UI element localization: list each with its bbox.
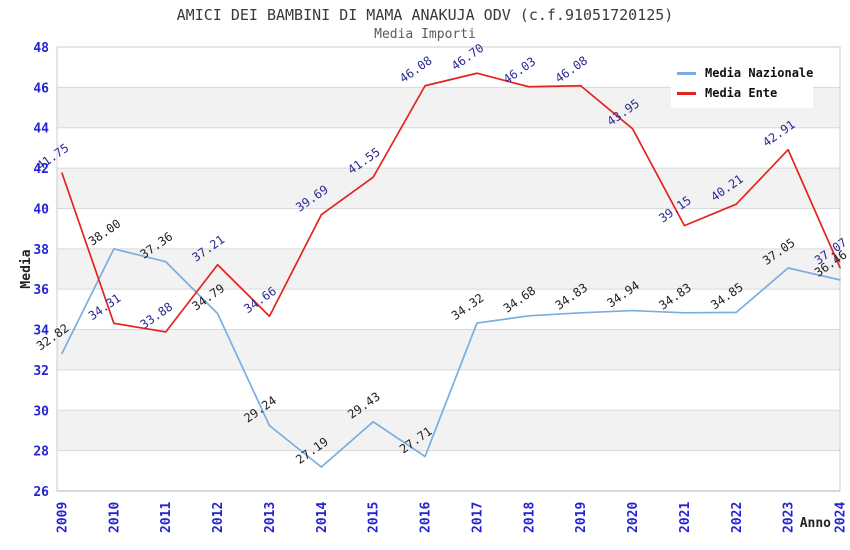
plot-band — [57, 127, 840, 169]
y-tick-label: 46 — [33, 81, 49, 96]
plot-band — [57, 369, 840, 411]
chart-subtitle: Media Importi — [374, 27, 476, 42]
legend-label-media-ente: Media Ente — [705, 86, 778, 100]
y-tick-label: 44 — [33, 122, 49, 137]
x-tick-label: 2024 — [834, 502, 849, 533]
legend-item: Media Ente — [677, 83, 813, 103]
x-tick-label: 2021 — [678, 502, 693, 533]
plot-band — [57, 248, 840, 290]
x-tick-label: 2012 — [211, 502, 226, 533]
y-tick-label: 28 — [33, 445, 49, 460]
line-media-nazionale — [61, 247, 841, 468]
x-tick-label: 2014 — [315, 502, 330, 533]
plot-band — [57, 450, 840, 491]
legend-swatch-media-ente — [677, 91, 696, 95]
plot-band — [57, 168, 840, 209]
x-tick-label: 2013 — [263, 502, 278, 533]
x-tick-label: 2016 — [419, 502, 434, 533]
x-tick-label: 2019 — [574, 502, 589, 533]
y-tick-label: 30 — [33, 404, 49, 419]
y-tick-label: 36 — [33, 283, 49, 298]
x-tick-label: 2015 — [367, 502, 382, 533]
x-tick-label: 2020 — [626, 502, 641, 533]
x-tick-label: 2010 — [107, 502, 122, 533]
plot-band — [57, 289, 840, 330]
x-tick-label: 2009 — [56, 502, 71, 533]
y-axis-title: Media — [19, 249, 34, 288]
y-tick-label: 42 — [33, 162, 49, 177]
chart-title: AMICI DEI BAMBINI DI MAMA ANAKUJA ODV (c… — [176, 6, 674, 24]
line-media-ente — [61, 72, 841, 333]
x-tick-label: 2018 — [522, 502, 537, 533]
legend: Media Nazionale Media Ente — [671, 58, 813, 108]
plot-band — [57, 410, 840, 451]
legend-label-media-nazionale: Media Nazionale — [705, 66, 814, 80]
x-tick-label: 2023 — [782, 502, 797, 533]
plot-band — [57, 208, 840, 249]
x-axis-title: Anno — [800, 516, 831, 531]
y-tick-label: 40 — [33, 202, 49, 217]
y-tick-label: 34 — [33, 324, 49, 339]
legend-item: Media Nazionale — [677, 63, 813, 83]
legend-swatch-media-nazionale — [677, 71, 696, 75]
y-tick-label: 38 — [33, 243, 49, 258]
x-tick-label: 2011 — [159, 502, 174, 533]
x-tick-label: 2022 — [730, 502, 745, 533]
x-tick-label: 2017 — [470, 502, 485, 533]
y-tick-label: 26 — [33, 485, 49, 500]
y-tick-label: 48 — [33, 41, 49, 56]
y-tick-label: 32 — [33, 364, 49, 379]
plot-band — [57, 329, 840, 370]
